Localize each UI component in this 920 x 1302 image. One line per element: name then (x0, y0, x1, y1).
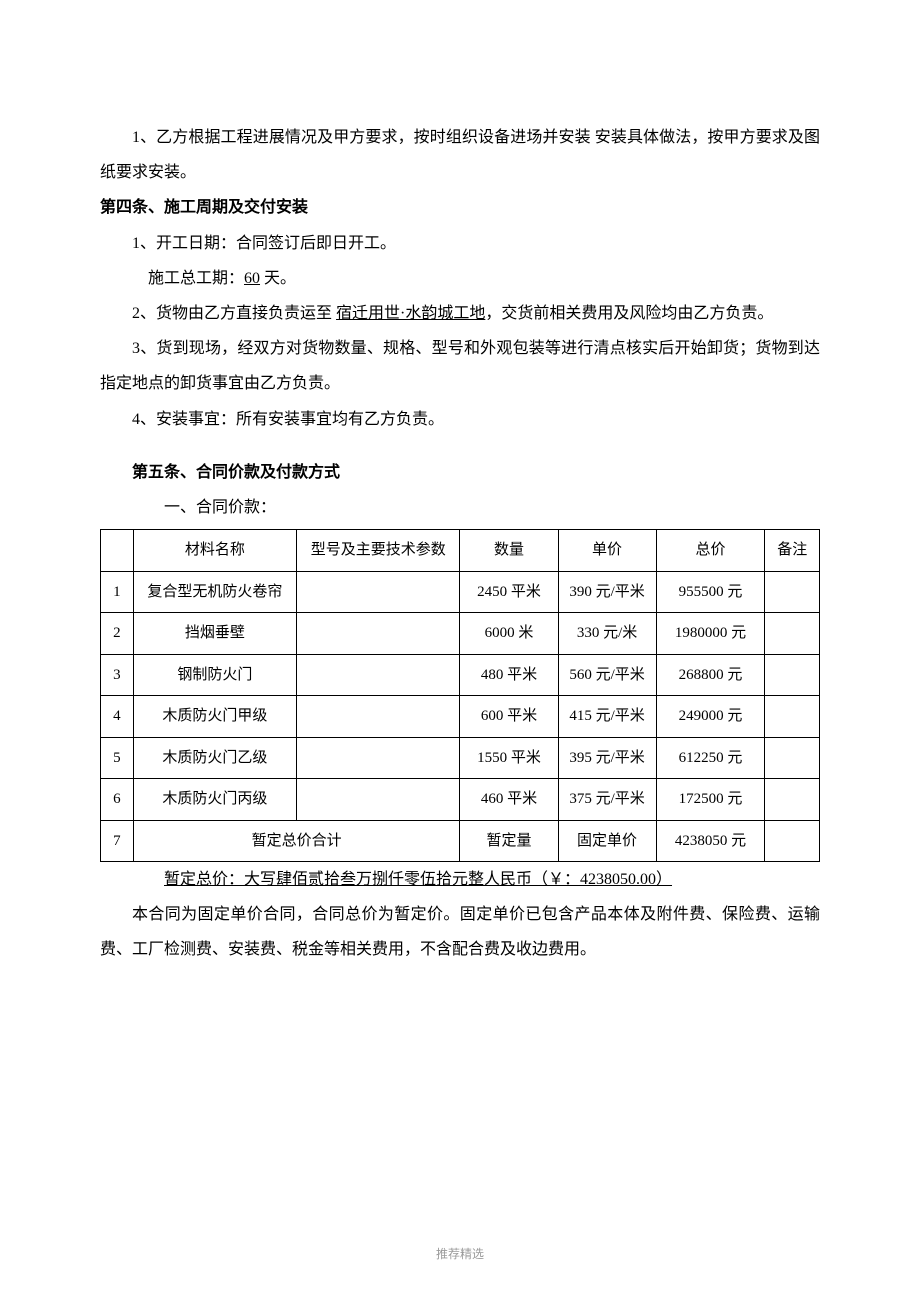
document-page: 1、乙方根据工程进展情况及甲方要求，按时组织设备进场并安装 安装具体做法，按甲方… (0, 0, 920, 1302)
cell-note (765, 779, 820, 821)
table-row: 1 复合型无机防火卷帘 2450 平米 390 元/平米 955500 元 (101, 571, 820, 613)
cell-qty: 600 平米 (460, 696, 558, 738)
p3-days: 60 (244, 270, 260, 287)
cell-qty: 1550 平米 (460, 737, 558, 779)
header-name: 材料名称 (133, 530, 296, 572)
header-idx (101, 530, 134, 572)
cell-idx: 5 (101, 737, 134, 779)
paragraph-3: 施工总工期：60 天。 (100, 261, 820, 296)
cell-name: 木质防火门乙级 (133, 737, 296, 779)
cell-spec (297, 737, 460, 779)
cell-name: 复合型无机防火卷帘 (133, 571, 296, 613)
cell-spec (297, 654, 460, 696)
paragraph-4: 2、货物由乙方直接负责运至 宿迁用世·水韵城工地，交货前相关费用及风险均由乙方负… (100, 296, 820, 331)
cell-total: 268800 元 (656, 654, 765, 696)
cell-idx: 3 (101, 654, 134, 696)
cell-spec (297, 613, 460, 655)
cell-qty: 2450 平米 (460, 571, 558, 613)
table-body: 1 复合型无机防火卷帘 2450 平米 390 元/平米 955500 元 2 … (101, 571, 820, 862)
paragraph-7: 本合同为固定单价合同，合同总价为暂定价。固定单价已包含产品本体及附件费、保险费、… (100, 897, 820, 967)
table-total-row: 7 暂定总价合计 暂定量 固定单价 4238050 元 (101, 820, 820, 862)
article-4-label: 第四条 (100, 199, 148, 216)
header-unit: 单价 (558, 530, 656, 572)
cell-note (765, 571, 820, 613)
p4-prefix: 2、货物由乙方直接负责运至 (132, 305, 336, 322)
cell-spec (297, 571, 460, 613)
cell-qty: 6000 米 (460, 613, 558, 655)
table-row: 3 钢制防火门 480 平米 560 元/平米 268800 元 (101, 654, 820, 696)
cell-note (765, 696, 820, 738)
cell-unit: 固定单价 (558, 820, 656, 862)
cell-note (765, 613, 820, 655)
paragraph-5: 3、货到现场，经双方对货物数量、规格、型号和外观包装等进行清点核实后开始卸货；货… (100, 331, 820, 401)
article-5-heading: 第五条、合同价款及付款方式 (100, 455, 820, 490)
summary-line: 暂定总价：大写肆佰贰拾叁万捌仟零伍拾元整人民币（￥：4238050.00） (100, 862, 820, 897)
header-qty: 数量 (460, 530, 558, 572)
cell-qty: 460 平米 (460, 779, 558, 821)
table-row: 5 木质防火门乙级 1550 平米 395 元/平米 612250 元 (101, 737, 820, 779)
cell-name: 挡烟垂壁 (133, 613, 296, 655)
table-header-row: 材料名称 型号及主要技术参数 数量 单价 总价 备注 (101, 530, 820, 572)
cell-total: 249000 元 (656, 696, 765, 738)
cell-idx: 6 (101, 779, 134, 821)
cell-unit: 375 元/平米 (558, 779, 656, 821)
table-row: 4 木质防火门甲级 600 平米 415 元/平米 249000 元 (101, 696, 820, 738)
cell-qty: 暂定量 (460, 820, 558, 862)
cell-idx: 7 (101, 820, 134, 862)
cell-total: 4238050 元 (656, 820, 765, 862)
cell-qty: 480 平米 (460, 654, 558, 696)
p4-location: 宿迁用世·水韵城工地 (336, 305, 485, 322)
page-footer: 推荐精选 (0, 1245, 920, 1262)
sub-heading-1: 一、合同价款： (100, 490, 820, 525)
table-row: 2 挡烟垂壁 6000 米 330 元/米 1980000 元 (101, 613, 820, 655)
p4-suffix: ，交货前相关费用及风险均由乙方负责。 (485, 305, 773, 322)
cell-name: 钢制防火门 (133, 654, 296, 696)
table-row: 6 木质防火门丙级 460 平米 375 元/平米 172500 元 (101, 779, 820, 821)
header-note: 备注 (765, 530, 820, 572)
header-spec: 型号及主要技术参数 (297, 530, 460, 572)
cell-idx: 2 (101, 613, 134, 655)
article-4-title: 、施工周期及交付安装 (148, 199, 308, 216)
spacer (100, 437, 820, 455)
cell-total: 955500 元 (656, 571, 765, 613)
cell-note (765, 820, 820, 862)
cell-spec (297, 779, 460, 821)
cell-unit: 415 元/平米 (558, 696, 656, 738)
cell-spec (297, 696, 460, 738)
p3-prefix: 施工总工期： (148, 270, 244, 287)
cell-note (765, 737, 820, 779)
paragraph-2: 1、开工日期：合同签订后即日开工。 (100, 226, 820, 261)
cell-total-label: 暂定总价合计 (133, 820, 460, 862)
cell-note (765, 654, 820, 696)
header-total: 总价 (656, 530, 765, 572)
cell-name: 木质防火门丙级 (133, 779, 296, 821)
cell-unit: 560 元/平米 (558, 654, 656, 696)
paragraph-1: 1、乙方根据工程进展情况及甲方要求，按时组织设备进场并安装 安装具体做法，按甲方… (100, 120, 820, 190)
cell-unit: 330 元/米 (558, 613, 656, 655)
cell-total: 1980000 元 (656, 613, 765, 655)
cell-unit: 395 元/平米 (558, 737, 656, 779)
article-4-heading: 第四条、施工周期及交付安装 (100, 190, 820, 225)
p3-suffix: 天。 (260, 270, 296, 287)
price-table: 材料名称 型号及主要技术参数 数量 单价 总价 备注 1 复合型无机防火卷帘 2… (100, 529, 820, 862)
paragraph-6: 4、安装事宜：所有安装事宜均有乙方负责。 (100, 402, 820, 437)
cell-total: 172500 元 (656, 779, 765, 821)
cell-total: 612250 元 (656, 737, 765, 779)
cell-idx: 1 (101, 571, 134, 613)
cell-name: 木质防火门甲级 (133, 696, 296, 738)
cell-unit: 390 元/平米 (558, 571, 656, 613)
cell-idx: 4 (101, 696, 134, 738)
